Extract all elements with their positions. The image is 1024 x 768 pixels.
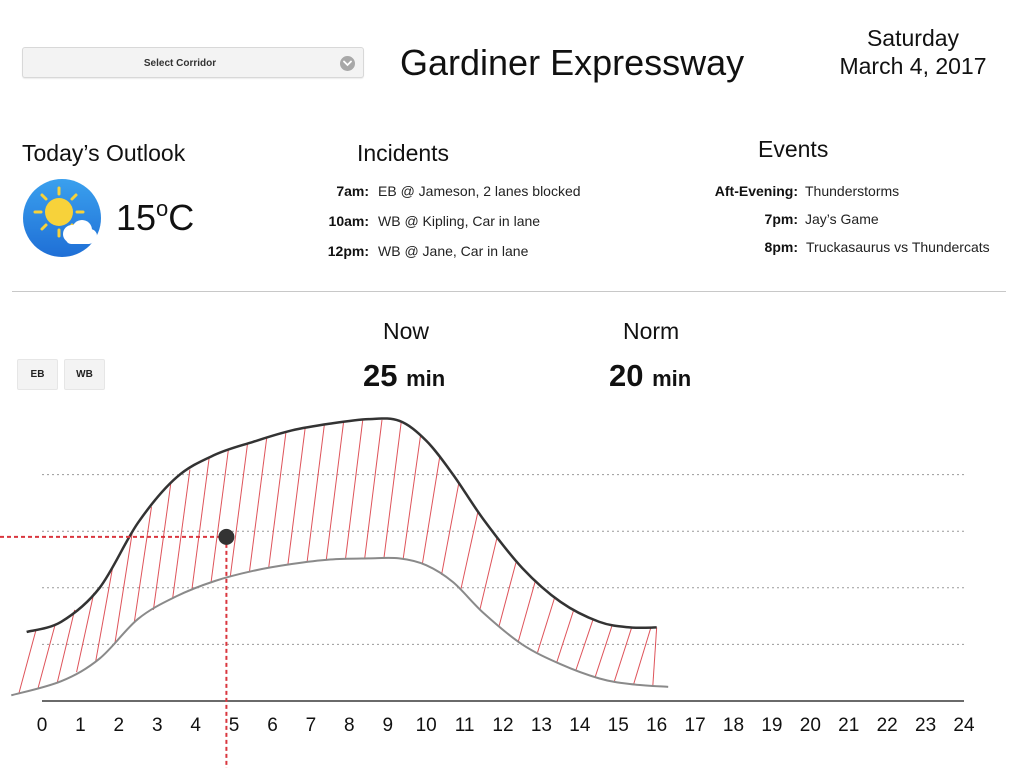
event-time: 8pm: — [764, 239, 798, 255]
x-tick-label: 13 — [531, 715, 552, 736]
temperature-unit: C — [168, 197, 195, 238]
band-hatch-line — [37, 623, 56, 688]
norm-value: 20 min — [609, 358, 692, 393]
eb-button[interactable]: EB — [17, 359, 58, 390]
x-tick-label: 20 — [800, 715, 821, 736]
page-title: Gardiner Expressway — [400, 42, 745, 83]
incident-text: WB @ Jane, Car in lane — [378, 243, 529, 259]
x-tick-label: 9 — [382, 715, 393, 736]
x-tick-label: 0 — [37, 715, 48, 736]
incident-time: 7am: — [336, 183, 369, 199]
event-text: Thunderstorms — [805, 183, 900, 199]
band-hatch-line — [517, 579, 537, 642]
now-label: Now — [383, 318, 430, 344]
band-hatch-line — [633, 627, 652, 685]
outlook-heading: Today’s Outlook — [22, 140, 186, 166]
x-tick-label: 19 — [761, 715, 782, 736]
band-hatch-line — [287, 428, 306, 565]
band-hatch-line — [498, 560, 517, 626]
x-tick-label: 12 — [492, 715, 513, 736]
incidents-heading: Incidents — [357, 140, 450, 166]
incident-text: EB @ Jameson, 2 lanes blocked — [378, 183, 581, 199]
incident-time: 10am: — [328, 213, 369, 229]
travel-time-chart[interactable]: 0 1 2 3 4 5 6 7 8 9 10 11 12 13 14 15 16 17 18 19 20 21 22 23 24 — [0, 400, 1024, 768]
band-hatch-line — [652, 627, 658, 686]
x-tick-label: 15 — [608, 715, 629, 736]
wb-button[interactable]: WB — [64, 359, 105, 390]
x-tick-label: 6 — [267, 715, 278, 736]
band-hatch-line — [191, 458, 210, 591]
events-heading: Events — [758, 136, 829, 162]
corridor-select[interactable]: Select Corridor — [22, 47, 364, 78]
x-tick-label: 3 — [152, 715, 163, 736]
x-tick-label: 2 — [114, 715, 125, 736]
band-hatch-line — [556, 608, 575, 663]
x-tick-label: 4 — [190, 715, 201, 736]
x-tick-label: 11 — [455, 715, 475, 736]
now-value: 25 min — [363, 358, 446, 393]
band-hatch-line — [344, 419, 364, 560]
band-hatch-line — [18, 628, 37, 694]
date-full: March 4, 2017 — [839, 53, 987, 79]
lower-series-line — [10, 556, 669, 697]
x-tick-label: 24 — [953, 715, 975, 736]
x-tick-label: 16 — [646, 715, 667, 736]
band-hatch-line — [441, 482, 460, 575]
band-hatch-line — [114, 532, 133, 643]
band-hatch-line — [172, 469, 191, 599]
band-hatch-line — [460, 511, 479, 591]
upper-series-line — [26, 417, 657, 634]
band-hatch-line — [421, 457, 441, 565]
x-tick-label: 22 — [877, 715, 898, 736]
band-hatch-line — [402, 436, 421, 560]
partly-sunny-icon — [23, 179, 101, 257]
band-hatch-line — [95, 564, 114, 661]
band-hatch-line — [594, 624, 613, 678]
x-tick-label: 5 — [229, 715, 240, 736]
x-tick-label: 1 — [75, 715, 86, 736]
x-tick-label: 10 — [416, 715, 437, 736]
x-tick-label: 7 — [306, 715, 317, 736]
temperature: 15oC — [116, 196, 194, 239]
x-tick-label: 18 — [723, 715, 744, 736]
x-tick-label: 14 — [569, 715, 591, 736]
band-hatch-line — [613, 627, 633, 682]
temperature-degree: o — [156, 196, 169, 221]
event-time: Aft-Evening: — [714, 183, 798, 199]
incident-time: 12pm: — [327, 243, 369, 259]
x-tick-label: 8 — [344, 715, 355, 736]
band-hatch-line — [364, 419, 383, 559]
band-hatch-line — [210, 450, 229, 583]
date-display: Saturday March 4, 2017 — [820, 24, 1006, 80]
x-tick-label: 23 — [915, 715, 936, 736]
band-hatch-line — [152, 484, 172, 610]
band-hatch-line — [268, 432, 287, 569]
band-hatch-line — [76, 592, 95, 673]
section-divider — [12, 291, 1006, 292]
incident-text: WB @ Kipling, Car in lane — [378, 213, 541, 229]
current-time-marker[interactable] — [218, 528, 235, 545]
norm-label: Norm — [623, 318, 680, 344]
band-hatch-line — [133, 506, 152, 623]
band-hatch-line — [325, 422, 345, 561]
x-tick-label: 17 — [685, 715, 706, 736]
band-hatch-line — [306, 424, 325, 563]
event-time: 7pm: — [764, 211, 798, 227]
band-hatch-line — [229, 443, 249, 577]
band-hatch-line — [56, 609, 76, 683]
date-day: Saturday — [866, 25, 960, 51]
band-hatch-line — [537, 596, 556, 653]
chevron-down-icon[interactable] — [340, 56, 355, 71]
temperature-value: 15 — [116, 197, 157, 238]
band-hatch-line — [383, 422, 402, 559]
band-hatch-line — [575, 618, 594, 671]
event-text: Jay’s Game — [805, 211, 879, 227]
x-tick-label: 21 — [838, 715, 859, 736]
band-hatch-line — [479, 536, 498, 610]
corridor-select-label: Select Corridor — [143, 58, 217, 69]
band-hatch-line — [248, 437, 268, 572]
event-text: Truckasaurus vs Thundercats — [806, 239, 990, 255]
